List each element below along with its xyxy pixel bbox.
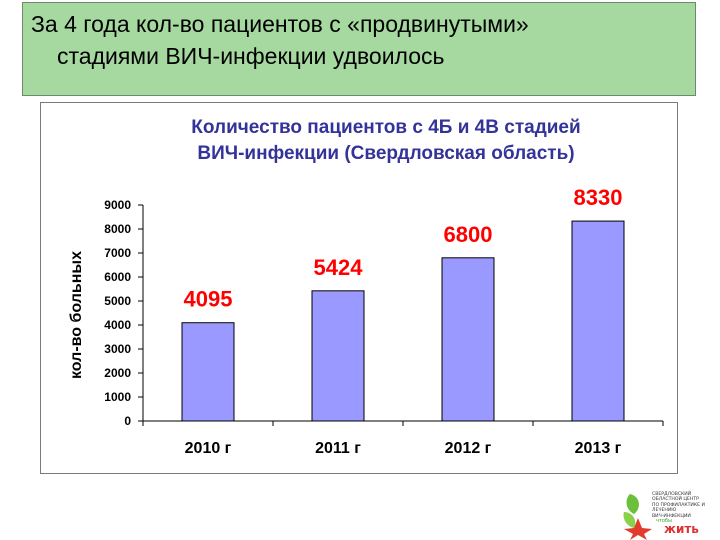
y-axis-ticks: 0 1000 2000 3000 4000 5000 6000 7000 8000 9000: [104, 198, 143, 428]
slide-title-line1: За 4 года кол-во пациентов с «продвинуты…: [31, 11, 529, 37]
x-tick-label: 2010 г: [185, 440, 232, 457]
chart-title-line2: ВИЧ-инфекции (Свердловская область): [197, 143, 574, 164]
bar-data-label: 5424: [314, 255, 364, 280]
x-tick-label: 2012 г: [445, 440, 492, 457]
x-tick-label: 2013 г: [575, 440, 622, 457]
slide-title-line2: стадиями ВИЧ-инфекции удвоилось: [57, 43, 445, 69]
logo-text: СВЕРДЛОВСКИЙ ОБЛАСТНОЙ ЦЕНТР ПО ПРОФИЛАК…: [652, 492, 705, 519]
y-tick-label: 9000: [104, 198, 131, 212]
bar-data-label: 8330: [574, 185, 623, 210]
y-tick-label: 3000: [104, 342, 131, 356]
bar-data-label: 4095: [184, 287, 233, 312]
x-axis-ticks: 2010 г 2011 г 2012 г 2013 г: [142, 421, 664, 457]
y-tick-label: 6000: [104, 270, 131, 284]
bar-data-label: 6800: [444, 222, 493, 247]
y-tick-label: 8000: [104, 222, 131, 236]
chart-title-line1: Количество пациентов с 4Б и 4В стадией: [191, 117, 580, 138]
logo: СВЕРДЛОВСКИЙ ОБЛАСТНОЙ ЦЕНТР ПО ПРОФИЛАК…: [616, 488, 720, 540]
bar: [441, 257, 495, 422]
y-axis-label: кол-во больных: [68, 251, 85, 379]
leaf-logo-icon: [623, 494, 652, 540]
chart-panel: Количество пациентов с 4Б и 4В стадией В…: [40, 102, 678, 474]
bars: 4095 5424 6800 8330: [181, 185, 625, 422]
y-tick-label: 0: [124, 414, 131, 428]
bar: [311, 290, 365, 422]
y-tick-label: 2000: [104, 366, 131, 380]
x-tick-label: 2011 г: [315, 440, 361, 457]
slide-title: За 4 года кол-во пациентов с «продвинуты…: [22, 2, 696, 96]
y-tick-label: 7000: [104, 246, 131, 260]
y-tick-label: 5000: [104, 294, 131, 308]
y-tick-label: 1000: [104, 390, 131, 404]
logo-word: жить: [664, 522, 699, 536]
bar-chart: Количество пациентов с 4Б и 4В стадией В…: [68, 117, 664, 457]
logo-small-text: чтобы: [656, 518, 672, 524]
bar: [181, 322, 235, 422]
bar: [571, 220, 625, 422]
y-tick-label: 4000: [104, 318, 131, 332]
